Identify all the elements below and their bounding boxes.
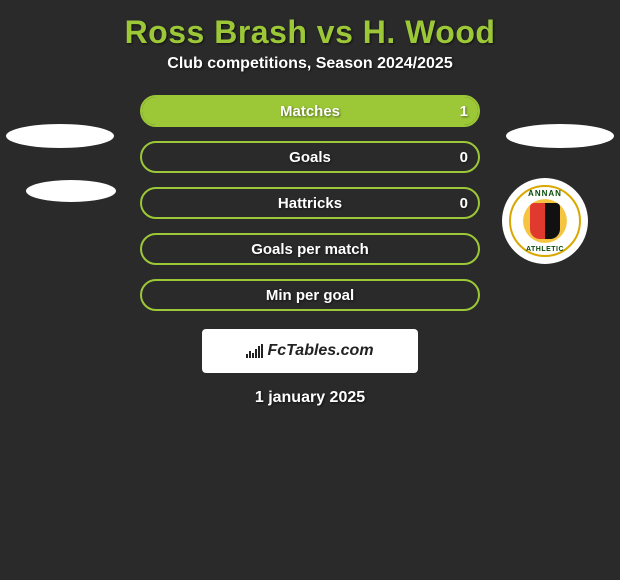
stat-value-right: 0 [460, 195, 468, 212]
page-subtitle: Club competitions, Season 2024/2025 [0, 55, 620, 95]
page-title: Ross Brash vs H. Wood [0, 8, 620, 55]
stat-row: 0 Goals [140, 141, 480, 173]
club-badge: ANNAN ATHLETIC [502, 178, 588, 264]
stat-label: Min per goal [266, 287, 354, 304]
brand-text: FcTables.com [267, 342, 373, 360]
stat-row: 1 Matches [140, 95, 480, 127]
stat-label: Matches [280, 103, 340, 120]
badge-text-top: ANNAN [511, 189, 579, 198]
player-oval-right-1 [506, 124, 614, 148]
player-oval-left-1 [6, 124, 114, 148]
badge-text-bottom: ATHLETIC [511, 246, 579, 253]
stat-value-right: 0 [460, 149, 468, 166]
stat-label: Hattricks [278, 195, 342, 212]
stat-row: 0 Hattricks [140, 187, 480, 219]
stat-label: Goals per match [251, 241, 369, 258]
shield-icon [530, 203, 560, 239]
player-oval-left-2 [26, 180, 116, 202]
chart-bars-icon [246, 344, 263, 358]
stat-value-right: 1 [460, 103, 468, 120]
stat-row: Min per goal [140, 279, 480, 311]
stat-label: Goals [289, 149, 331, 166]
stat-row: Goals per match [140, 233, 480, 265]
date-label: 1 january 2025 [0, 373, 620, 407]
brand-logo: FcTables.com [202, 329, 418, 373]
